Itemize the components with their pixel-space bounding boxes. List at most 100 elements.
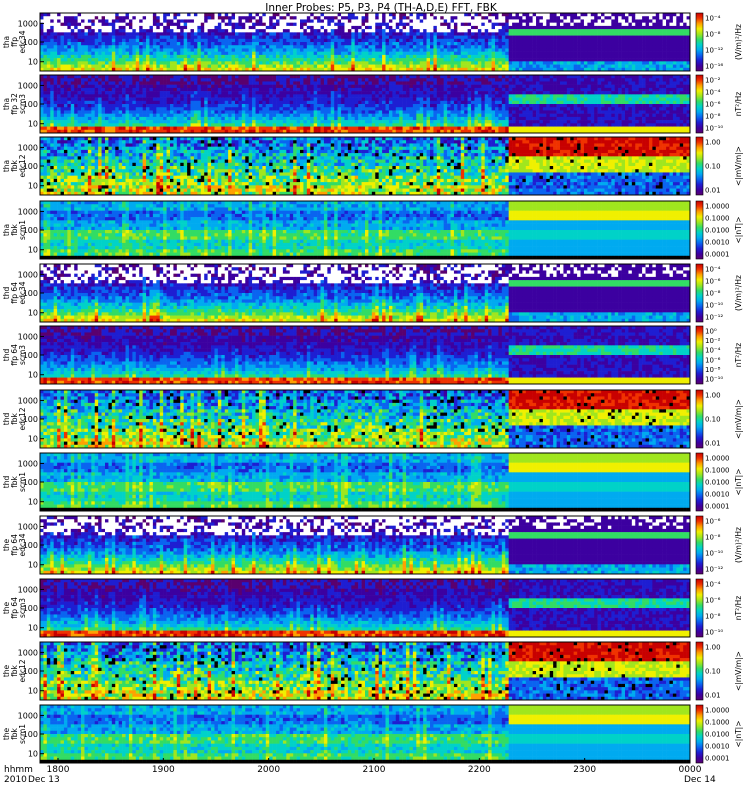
spectrogram-cell (433, 58, 437, 62)
spectrogram-cell (471, 26, 475, 30)
spectrogram-cell (468, 58, 472, 62)
spectrogram-cell (95, 29, 99, 33)
spectrogram-cell (259, 13, 263, 17)
spectrogram-cell (153, 65, 157, 69)
spectrogram-cell (437, 39, 441, 43)
spectrogram-cell (403, 65, 407, 69)
spectrogram-cell (74, 13, 78, 17)
spectrogram-cell (355, 55, 359, 59)
spectrogram-cell (242, 13, 246, 17)
spectrogram-cell (187, 48, 191, 52)
spectrogram-cell (406, 16, 410, 20)
spectrogram-cell (238, 19, 242, 23)
spectrogram-cell (303, 13, 307, 17)
spectrogram-cell (321, 19, 325, 23)
spectrogram-cell (314, 42, 318, 46)
spectrogram-cell (187, 55, 191, 59)
spectrogram-cell (180, 16, 184, 20)
spectrogram-cell (365, 26, 369, 30)
spectrogram-cell (416, 36, 420, 40)
spectrogram-cell (338, 42, 342, 46)
spectrogram-cell (211, 61, 215, 65)
spectrogram-cell (112, 16, 116, 20)
spectrogram-cell (399, 48, 403, 52)
spectrogram-cell (136, 42, 140, 46)
spectrogram-cell (218, 23, 222, 27)
spectrogram-cell (108, 39, 112, 43)
spectrogram-cell (303, 36, 307, 40)
spectrogram-cell (71, 48, 75, 52)
spectrogram-cell (341, 58, 345, 62)
spectrogram-cell (122, 16, 126, 20)
spectrogram-cell (54, 58, 58, 62)
spectrogram-cell (324, 39, 328, 43)
spectrogram-cell (256, 29, 260, 33)
spectrogram-cell (273, 42, 277, 46)
spectrogram-cell (392, 39, 396, 43)
spectrogram-cell (91, 26, 95, 30)
spectrogram-cell (392, 19, 396, 23)
spectrogram-cell (365, 32, 369, 36)
spectrogram-cell (194, 58, 198, 62)
spectrogram-cell (201, 45, 205, 49)
spectrogram-cell (119, 16, 123, 20)
spectrogram-cell (194, 29, 198, 33)
spectrogram-cell (406, 48, 410, 52)
spectrogram-cell (358, 19, 362, 23)
spectrogram-cell (194, 26, 198, 30)
spectrogram-cell (163, 39, 167, 43)
spectrogram-cell (348, 26, 352, 30)
spectrogram-cell (146, 29, 150, 33)
spectrogram-cell (115, 45, 119, 49)
spectrogram-cell (204, 36, 208, 40)
spectrogram-cell (396, 19, 400, 23)
spectrogram-cell (163, 13, 167, 17)
spectrogram-cell (321, 36, 325, 40)
spectrogram-cell (249, 23, 253, 27)
spectrogram-cell (297, 36, 301, 40)
spectrogram-cell (324, 36, 328, 40)
spectrogram-cell (368, 58, 372, 62)
spectrogram-cell (379, 16, 383, 20)
spectrogram-cell (423, 42, 427, 46)
spectrogram-cell (259, 29, 263, 33)
spectrogram-cell (105, 39, 109, 43)
spectrogram-cell (355, 42, 359, 46)
spectrogram-cell (372, 23, 376, 27)
spectrogram-cell (430, 58, 434, 62)
spectrogram-cell (191, 45, 195, 49)
spectrogram-cell (194, 45, 198, 49)
spectrogram-cell (266, 39, 270, 43)
spectrogram-cell (149, 48, 153, 52)
spectrogram-cell (317, 65, 321, 69)
spectrogram-cell (112, 39, 116, 43)
spectrogram-cell (468, 13, 472, 17)
spectrogram-cell (433, 45, 437, 49)
spectrogram-cell (464, 52, 468, 56)
spectrogram-cell (283, 13, 287, 17)
spectrogram-cell (64, 32, 68, 36)
spectrogram-cell (362, 32, 366, 36)
spectrogram-cell (197, 58, 201, 62)
spectrogram-cell (232, 39, 236, 43)
spectrogram-cell (464, 29, 468, 33)
spectrogram-cell (235, 32, 239, 36)
spectrogram-cell (327, 16, 331, 20)
spectrogram-cell (375, 58, 379, 62)
spectrogram-cell (358, 39, 362, 43)
spectrogram-cell (167, 55, 171, 59)
spectrogram-cell (341, 32, 345, 36)
spectrogram-cell (245, 19, 249, 23)
spectrogram-cell (57, 16, 61, 20)
spectrogram-cell (433, 39, 437, 43)
spectrogram-cell (427, 13, 431, 17)
spectrogram-cell (389, 23, 393, 27)
spectrogram-cell (365, 29, 369, 33)
spectrogram-cell (262, 32, 266, 36)
spectrogram-cell (180, 65, 184, 69)
spectrogram-cell (440, 32, 444, 36)
spectrogram-cell (214, 48, 218, 52)
spectrogram-cell (461, 42, 465, 46)
spectrogram-cell (238, 45, 242, 49)
spectrogram-cell (201, 26, 205, 30)
